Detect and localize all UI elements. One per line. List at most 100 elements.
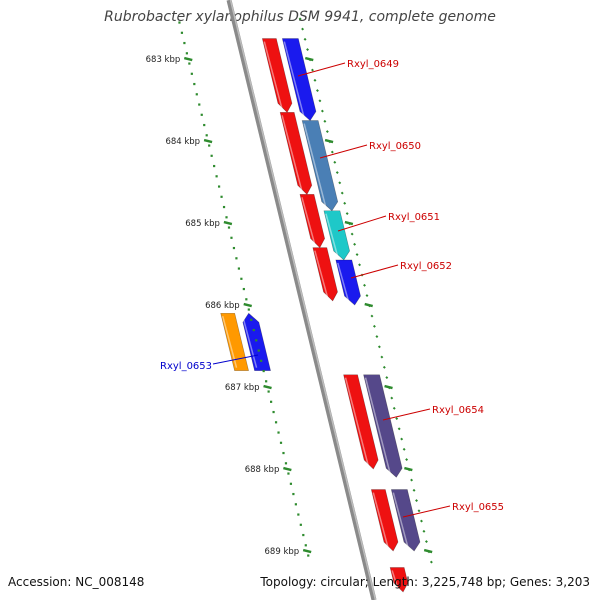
lane-dot (370, 314, 374, 318)
lane-dot (315, 89, 319, 92)
orf-bar-shine (372, 492, 389, 549)
gene-bar-shine (241, 316, 258, 368)
lane-dot (392, 406, 396, 410)
scale-tick-label: 683 kbp (146, 55, 181, 65)
gene-bar-shine (392, 492, 409, 549)
orf-bar-shine (263, 41, 283, 110)
lane-dot (325, 130, 329, 133)
lane-dot (410, 478, 414, 482)
scale-tick-label: 684 kbp (165, 137, 200, 147)
scale-dot (257, 349, 260, 352)
lane-dot (313, 78, 317, 82)
lane-dot (382, 365, 386, 369)
lane-tick (304, 56, 314, 62)
scale-dot (183, 41, 186, 45)
lane-dot (338, 181, 342, 185)
scale-tick (283, 466, 292, 472)
lane-dot (415, 499, 418, 502)
scale-dot (292, 492, 295, 496)
lane-dot (397, 427, 401, 431)
scale-dot (274, 421, 278, 424)
lane-dot (353, 242, 357, 246)
scale-tick-label: 687 kbp (225, 383, 260, 393)
lane-dot (343, 201, 347, 205)
scale-dot (205, 134, 208, 137)
scale-dot (284, 462, 288, 465)
lane-dot (385, 376, 389, 379)
lane-dot (306, 48, 309, 51)
gene-label[interactable]: Rxyl_0649 (347, 59, 399, 70)
scale-dot (232, 246, 236, 250)
gene-label[interactable]: Rxyl_0652 (400, 261, 452, 272)
gene-bar-shine (337, 262, 350, 303)
scale-dot (203, 123, 206, 127)
scale-dot (307, 554, 310, 557)
gene-bar (281, 38, 317, 121)
scale-dot (289, 482, 293, 485)
scale-dot (260, 359, 263, 362)
lane-dot (298, 17, 302, 21)
lane-dot (420, 519, 423, 523)
lane-dot (358, 263, 362, 267)
gene-label[interactable]: Rxyl_0653 (160, 361, 212, 372)
lane-dot (330, 150, 334, 154)
scale-tick-label: 685 kbp (185, 219, 220, 229)
scale-dot (262, 369, 265, 373)
scale-dot (225, 216, 228, 219)
gene-bar (323, 210, 350, 261)
orf-bar-shine (281, 115, 303, 192)
lane-dot (303, 37, 307, 41)
lane-dot (400, 437, 404, 441)
scale-dot (215, 175, 218, 178)
gene-bar-shine (364, 377, 392, 475)
scale-dot (247, 308, 250, 311)
lane-dot (429, 560, 433, 564)
scale-dot (265, 380, 268, 383)
scale-dot (220, 195, 223, 198)
gene-label-leader (212, 354, 259, 365)
lane-dot (320, 109, 324, 113)
scale-dot (287, 472, 290, 475)
orf-bar (261, 38, 293, 113)
scale-tick (183, 56, 193, 62)
backbone-line (226, 0, 377, 600)
lane-dot (363, 283, 366, 287)
lane-dot (395, 417, 399, 420)
topology-text: Topology: circular; Length: 3,225,748 bp… (260, 575, 590, 589)
orf-bar (220, 312, 249, 371)
scale-dot (193, 82, 196, 86)
orf-bar (343, 374, 379, 470)
orf-bar-shine (314, 250, 329, 299)
scale-tick-label: 689 kbp (265, 547, 300, 557)
scale-dot (294, 503, 297, 506)
gene-bar-shine (325, 213, 339, 258)
scale-dot (213, 164, 216, 168)
scale-dot (279, 441, 283, 444)
lane-tick (384, 384, 393, 390)
gene-label[interactable]: Rxyl_0655 (452, 502, 504, 513)
lane-dot (345, 212, 349, 215)
scale-dot (178, 21, 181, 24)
scale-tick (302, 548, 312, 554)
scale-dot (222, 205, 226, 209)
scale-tick (243, 302, 253, 308)
orf-bar-shine (391, 570, 399, 590)
lane-dot (355, 253, 359, 256)
gene-label[interactable]: Rxyl_0650 (369, 141, 421, 152)
lane-dot (422, 529, 426, 533)
lane-dot (318, 99, 322, 103)
gene-bar-shine (283, 41, 305, 118)
scale-dot (282, 451, 285, 455)
gene-bar (335, 259, 361, 306)
lane-dot (372, 324, 376, 328)
lane-dot (417, 509, 421, 513)
gene-label[interactable]: Rxyl_0651 (388, 212, 440, 223)
scale-dot (277, 431, 280, 434)
gene-label[interactable]: Rxyl_0654 (432, 405, 484, 416)
gene-bar-shine (303, 123, 327, 208)
scale-dot (245, 298, 248, 301)
scale-dot (190, 72, 193, 75)
lane-dot (390, 396, 394, 400)
scale-dot (240, 277, 243, 280)
scale-dot (270, 400, 273, 403)
